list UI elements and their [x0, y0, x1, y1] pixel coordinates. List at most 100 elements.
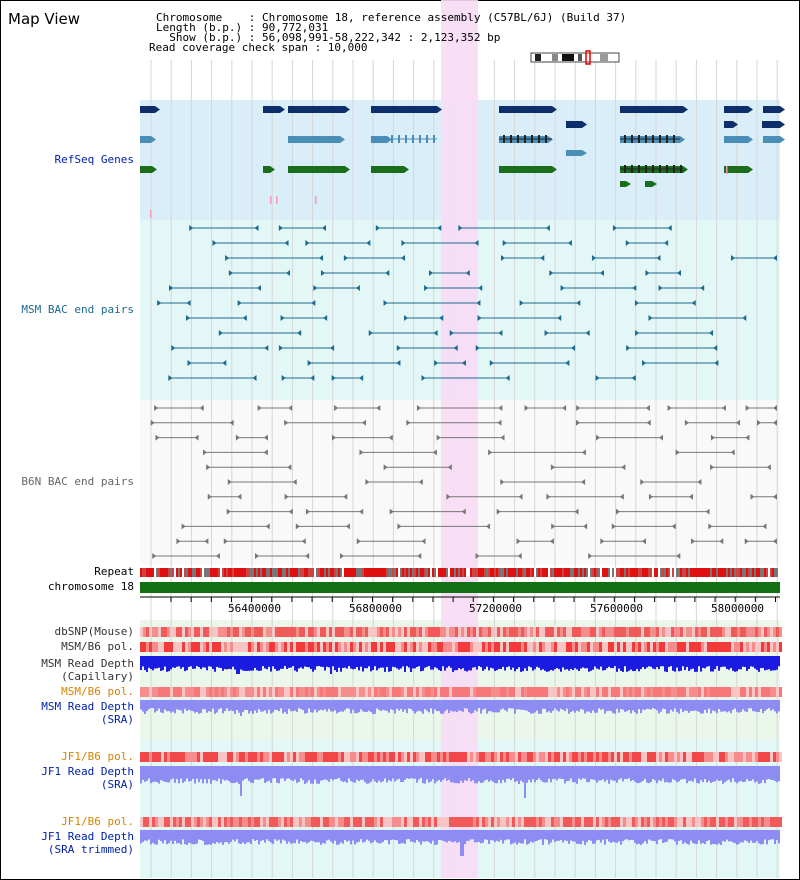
dbsnp-cell	[194, 627, 197, 637]
b6n-bac-pair-end	[562, 405, 567, 411]
gene-strand-arrow	[152, 166, 157, 173]
gene-strand-arrow	[780, 121, 785, 128]
dbsnp-cell	[611, 627, 614, 637]
msm-b6-pol-cell	[488, 642, 491, 652]
jf1-b6-pol-trimmed-cell	[461, 817, 464, 827]
jf1-depth-bar	[690, 766, 692, 781]
jf1-depth-trimmed-bar	[238, 830, 240, 844]
jf1-b6-pol-trimmed-cell	[659, 817, 662, 827]
msm-b6-pol-sra-cell	[488, 687, 491, 697]
track-label-repeat[interactable]: Repeat	[94, 565, 134, 578]
jf1-b6-pol-trimmed-cell	[140, 817, 143, 827]
track-label-jf1-b6-pol[interactable]: JF1/B6 pol.	[61, 750, 134, 763]
msm-depth-capillary-bar	[740, 656, 742, 670]
repeat-element	[536, 568, 538, 577]
jf1-depth-trimmed-bar	[498, 830, 500, 842]
msm-b6-pol-cell	[713, 642, 716, 652]
length-info: Length (b.p.) : 90,772,031	[156, 21, 329, 34]
dbsnp-cell	[167, 627, 170, 637]
jf1-b6-pol-cell	[581, 752, 584, 762]
track-label-msm-bac[interactable]: MSM BAC end pairs	[21, 303, 134, 316]
jf1-depth-trimmed-bar	[698, 830, 700, 841]
jf1-depth-trimmed-bar	[300, 830, 302, 841]
repeat-element	[742, 568, 744, 577]
repeat-element	[440, 568, 442, 577]
jf1-depth-trimmed-bar	[172, 830, 174, 844]
msm-b6-pol-sra-cell	[314, 687, 317, 697]
track-label-jf1-depth-trimmed[interactable]: JF1 Read Depth	[41, 830, 134, 843]
dbsnp-cell	[743, 627, 746, 637]
track-label-msm-depth-capillary[interactable]: MSM Read Depth	[41, 657, 134, 670]
track-label-msm-b6-pol[interactable]: MSM/B6 pol.	[61, 640, 134, 653]
dbsnp-cell	[713, 627, 716, 637]
jf1-depth-trimmed-bar	[688, 830, 690, 845]
msm-bac-pair-end	[310, 375, 315, 381]
msm-b6-pol-sra-cell	[407, 687, 410, 697]
jf1-depth-bar	[238, 766, 240, 784]
track-label-msm-b6-pol-sra[interactable]: MSM/B6 pol.	[61, 685, 134, 698]
jf1-depth-bar	[552, 766, 554, 779]
msm-b6-pol-sra-cell	[521, 687, 524, 697]
jf1-b6-pol-cell	[551, 752, 554, 762]
jf1-depth-trimmed-bar	[488, 830, 490, 844]
repeat-element	[400, 568, 402, 577]
jf1-depth-bar	[720, 766, 722, 781]
msm-depth-capillary-bar	[406, 656, 408, 667]
track-label-jf1-depth[interactable]: JF1 Read Depth	[41, 765, 134, 778]
dbsnp-cell	[383, 627, 386, 637]
msm-b6-pol-sra-cell	[734, 687, 737, 697]
dbsnp-cell	[686, 627, 689, 637]
jf1-depth-bar	[202, 766, 204, 784]
msm-b6-pol-sra-cell	[653, 687, 656, 697]
msm-b6-pol-sra-cell	[647, 687, 650, 697]
b6n-bac-pair-end	[581, 449, 586, 456]
msm-b6-pol-cell	[344, 642, 347, 652]
gene-exon-tick	[433, 135, 435, 143]
msm-b6-pol-cell	[758, 642, 761, 652]
jf1-depth-bar	[698, 766, 700, 784]
dbsnp-cell	[512, 627, 515, 637]
gene-feature	[288, 166, 345, 173]
jf1-depth-trimmed-bar	[328, 830, 330, 840]
msm-depth-sra-bar	[324, 700, 326, 710]
b6n-bac-pair-end	[744, 538, 749, 545]
jf1-depth-bar	[518, 766, 520, 784]
jf1-depth-bar	[334, 766, 336, 780]
repeat-element	[474, 568, 476, 577]
msm-b6-pol-cell	[584, 642, 587, 652]
dbsnp-cell	[164, 627, 167, 637]
jf1-depth-trimmed-bar	[154, 830, 156, 845]
track-label-b6n-bac[interactable]: B6N BAC end pairs	[21, 475, 134, 488]
repeat-element	[554, 568, 556, 577]
track-label-refseq[interactable]: RefSeq Genes	[54, 153, 134, 166]
jf1-depth-trimmed-bar	[164, 830, 166, 841]
track-label-jf1-b6-pol-trimmed[interactable]: JF1/B6 pol.	[61, 815, 134, 828]
repeat-element	[504, 568, 506, 577]
msm-b6-pol-cell	[440, 642, 443, 652]
jf1-b6-pol-trimmed-cell	[281, 817, 284, 827]
b6n-bac-pair-end	[421, 538, 426, 545]
track-label-dbsnp[interactable]: dbSNP(Mouse)	[54, 625, 134, 638]
jf1-depth-bar	[216, 766, 218, 782]
repeat-element	[430, 568, 432, 577]
jf1-b6-pol-trimmed-cell	[566, 817, 569, 827]
jf1-b6-pol-cell	[473, 752, 476, 762]
jf1-depth-trimmed-bar	[760, 830, 762, 845]
msm-depth-sra-bar	[514, 700, 516, 714]
jf1-b6-pol-trimmed-cell	[563, 817, 566, 827]
repeat-element	[248, 568, 250, 577]
jf1-depth-bar	[328, 766, 330, 782]
jf1-b6-pol-trimmed-cell	[488, 817, 491, 827]
dbsnp-cell	[728, 627, 731, 637]
jf1-b6-pol-cell	[719, 752, 722, 762]
msm-depth-capillary-bar	[506, 656, 508, 668]
msm-b6-pol-sra-cell	[344, 687, 347, 697]
track-label-msm-depth-sra[interactable]: MSM Read Depth	[41, 700, 134, 713]
dbsnp-cell	[395, 627, 398, 637]
msm-depth-sra-bar	[584, 700, 586, 714]
jf1-b6-pol-cell	[707, 752, 710, 762]
jf1-depth-trimmed-bar	[726, 830, 728, 840]
axis-tick-label: 56800000	[349, 602, 402, 615]
b6n-bac-pair-end	[376, 405, 381, 411]
